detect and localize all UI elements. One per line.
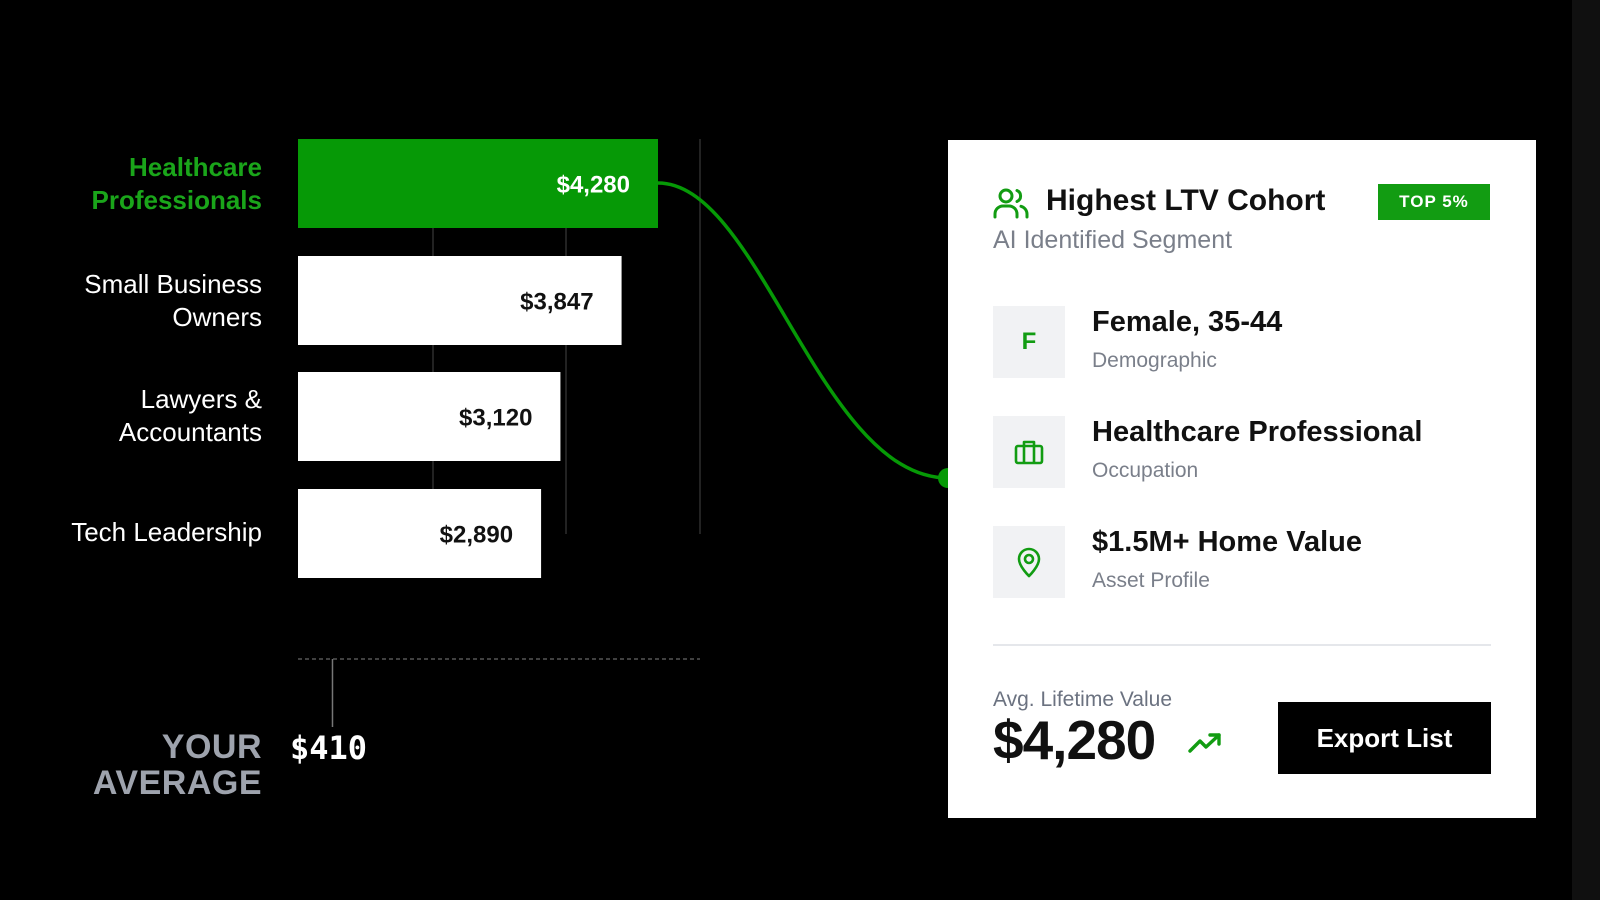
female-letter-icon: F xyxy=(1021,328,1037,355)
category-label-3: Tech Leadership xyxy=(71,517,262,547)
bar-2 xyxy=(298,372,561,461)
briefcase-icon xyxy=(1014,440,1044,465)
cohort-card: Highest LTV Cohort AI Identified Segment… xyxy=(948,140,1536,818)
your-average-value: $410 xyxy=(290,729,368,767)
card-divider xyxy=(993,644,1491,646)
ltv-label: Avg. Lifetime Value xyxy=(993,688,1172,711)
attribute-demographic: F Female, 35-44 Demographic xyxy=(993,306,1493,378)
card-subtitle: AI Identified Segment xyxy=(993,226,1233,254)
bar-value-label-3: $2,890 xyxy=(440,522,513,549)
demographic-icon-box: F xyxy=(993,306,1065,378)
bar-value-label-0: $4,280 xyxy=(557,172,630,199)
category-label-0: Healthcare Professionals xyxy=(91,152,262,215)
card-title: Highest LTV Cohort xyxy=(1046,184,1326,217)
category-label-1: Small Business Owners xyxy=(84,269,262,332)
attribute-occupation: Healthcare Professional Occupation xyxy=(993,416,1493,488)
category-label-2: Lawyers & Accountants xyxy=(118,384,262,447)
bar-value-label-1: $3,847 xyxy=(520,289,593,316)
attribute-label: Asset Profile xyxy=(1092,569,1210,592)
users-icon xyxy=(993,188,1029,219)
attribute-label: Demographic xyxy=(1092,349,1217,372)
bar-0 xyxy=(298,139,658,228)
attribute-title: Female, 35-44 xyxy=(1092,306,1283,338)
attribute-title: $1.5M+ Home Value xyxy=(1092,526,1362,558)
bar-3 xyxy=(298,489,542,578)
attribute-asset: $1.5M+ Home Value Asset Profile xyxy=(993,526,1493,598)
top-percent-badge: TOP 5% xyxy=(1378,184,1490,220)
attribute-label: Occupation xyxy=(1092,459,1199,482)
asset-icon-box xyxy=(993,526,1065,598)
trending-up-icon xyxy=(1188,733,1221,753)
occupation-icon-box xyxy=(993,416,1065,488)
export-list-button[interactable]: Export List xyxy=(1278,702,1491,774)
attribute-title: Healthcare Professional xyxy=(1092,416,1423,448)
your-average-label: YOUR AVERAGE xyxy=(92,728,262,802)
connector-line xyxy=(657,181,949,480)
ltv-value: $4,280 xyxy=(993,709,1156,771)
right-edge-strip xyxy=(1572,0,1600,900)
map-pin-icon xyxy=(1017,547,1041,578)
bar-1 xyxy=(298,256,622,345)
bar-value-label-2: $3,120 xyxy=(459,405,532,432)
